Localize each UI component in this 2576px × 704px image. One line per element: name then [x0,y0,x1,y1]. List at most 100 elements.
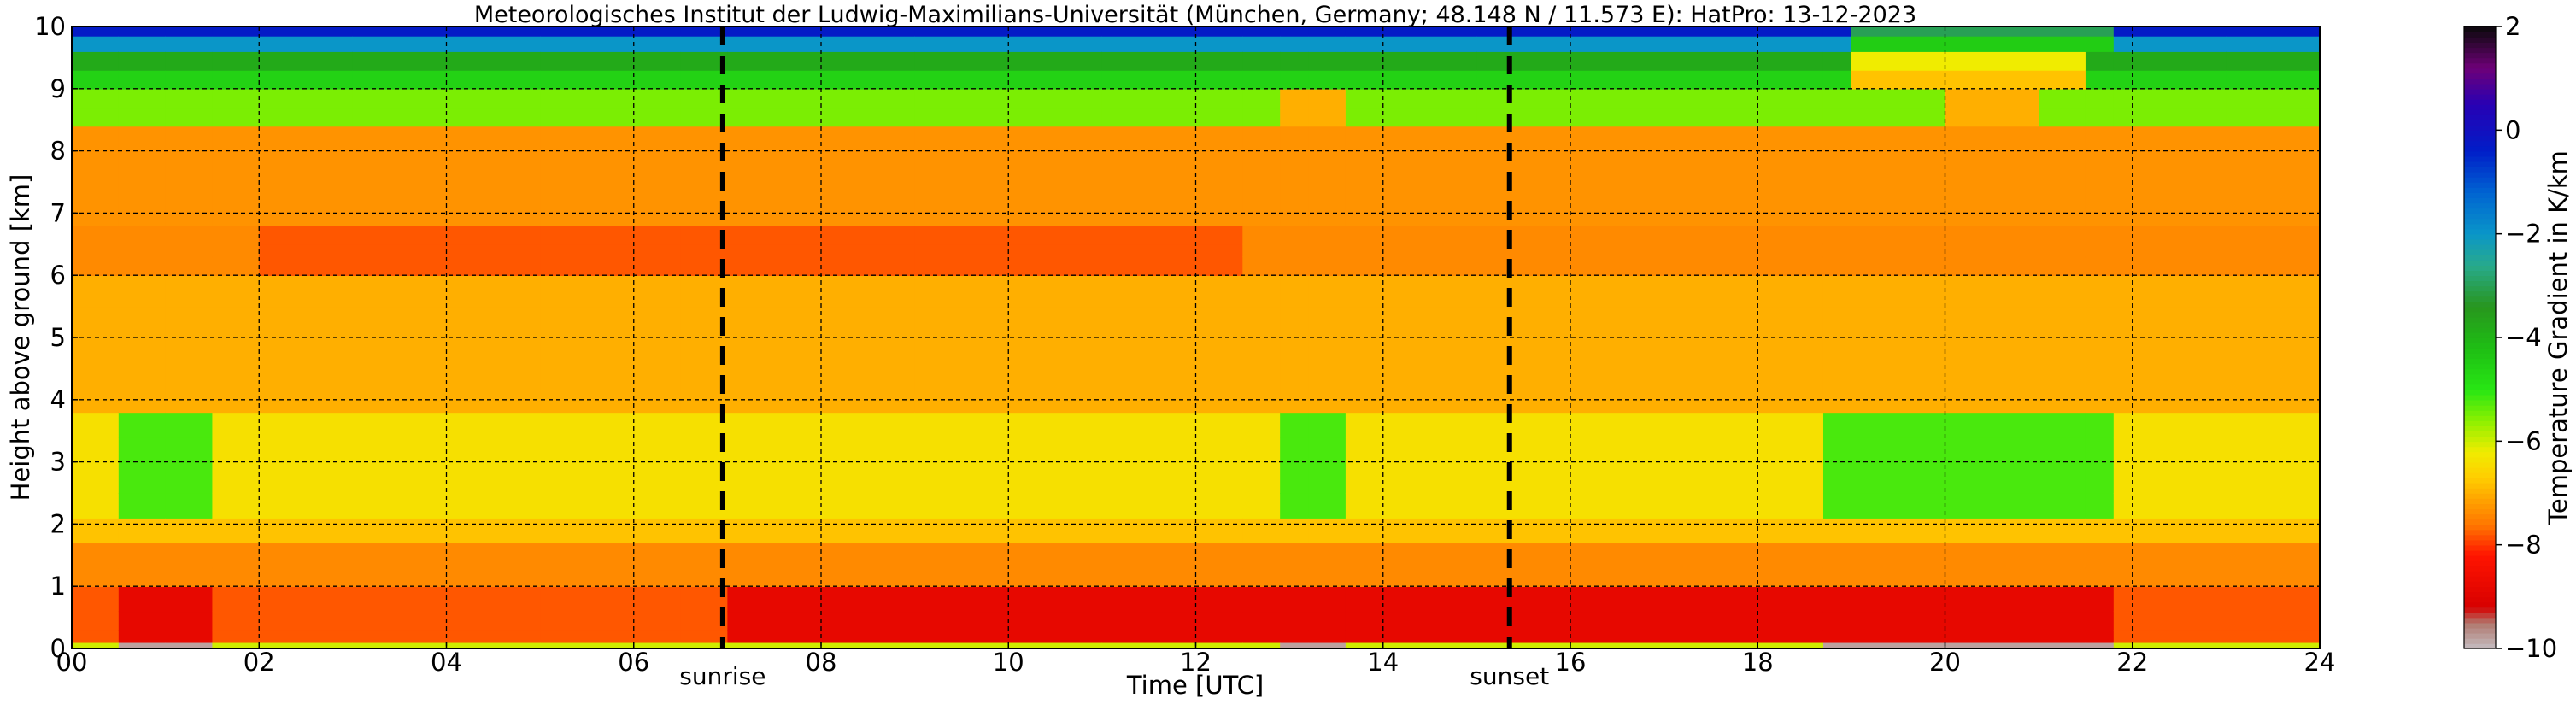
heatmap-cell [727,611,822,631]
heatmap-cell [1101,256,1197,276]
heatmap-cell [1308,518,1347,544]
heatmap-cell [633,543,682,569]
heatmap-cell [1382,275,1478,308]
heatmap-cell [1101,543,1197,569]
heatmap-cell [1945,306,1993,370]
heatmap-cell [2085,126,2115,152]
heatmap-cell [1476,518,1571,544]
heatmap-cell [914,630,1010,643]
heatmap-cell [1308,126,1347,152]
heatmap-cell [680,69,729,90]
heatmap-cell [1280,107,1309,127]
heatmap-cell [1898,518,1946,544]
heatmap-cell [165,51,214,71]
heatmap-cell [1570,493,1665,519]
heatmap-cell [212,611,261,631]
heatmap-cell [1851,69,1899,90]
heatmap-cell [2085,567,2115,587]
heatmap-cell [1992,126,2039,152]
heatmap-cell [1345,69,1384,90]
heatmap-cell [2226,243,2320,258]
heatmap-cell [1101,642,1197,648]
heatmap-cell [633,518,682,544]
heatmap-cell [2113,35,2133,52]
colorbar-swatch [2464,192,2496,198]
heatmap-cell [2085,630,2115,643]
colorbar-swatch [2464,529,2496,536]
colorbar-swatch [2464,120,2496,126]
colorbar-swatch [2464,524,2496,531]
heatmap-cell [1008,225,1103,245]
heatmap-cell [1382,368,1478,414]
heatmap-cell [540,518,635,544]
colorbar-swatch [2464,337,2496,343]
heatmap-cell [72,630,120,643]
heatmap-cell [446,306,541,370]
heatmap-cell [212,256,261,276]
heatmap-cell [1757,461,1824,494]
colorbar-swatch [2464,576,2496,582]
colorbar-swatch [2464,150,2496,157]
colorbar-swatch [2464,353,2496,360]
heatmap-cell [914,88,1010,109]
heatmap-cell [1242,35,1281,52]
heatmap-cell [1664,51,1759,71]
heatmap-cell [1101,150,1197,183]
heatmap-cell [212,126,261,152]
heatmap-cell [165,182,214,226]
colorbar-swatch [2464,135,2496,142]
heatmap-cell [1945,126,1993,152]
heatmap-cell [1242,225,1281,245]
y-tick-label: 1 [50,572,66,601]
heatmap-cell [1008,69,1103,90]
heatmap-cell [821,368,916,414]
heatmap-cell [540,150,635,183]
heatmap-cell [212,51,261,71]
heatmap-cell [2113,150,2133,183]
heatmap-cell [1898,586,1946,613]
heatmap-cell [1851,437,1899,463]
heatmap-cell [633,586,682,613]
heatmap-cell [118,225,167,245]
colorbar-swatch [2464,622,2496,629]
heatmap-cell [727,412,822,438]
heatmap-cell [1570,642,1665,648]
heatmap-cell [212,518,261,544]
heatmap-cell [259,51,354,71]
heatmap-cell [2132,642,2227,648]
heatmap-cell [1822,611,1852,631]
heatmap-cell [72,461,120,494]
heatmap-cell [680,642,729,648]
heatmap-cell [1992,51,2039,71]
heatmap-cell [352,26,448,37]
heatmap-cell [352,493,448,519]
heatmap-cell [2039,225,2086,245]
heatmap-cell [1345,88,1384,109]
heatmap-cell [1242,107,1281,127]
heatmap-cell [1822,243,1852,258]
heatmap-cell [2132,412,2227,438]
heatmap-cell [212,437,261,463]
colorbar-swatch [2464,461,2496,468]
heatmap-cell [259,437,354,463]
heatmap-cell [352,35,448,52]
heatmap-cell [914,586,1010,613]
heatmap-cell [118,437,167,463]
heatmap-cell [2226,51,2320,71]
heatmap-cell [1664,543,1759,569]
heatmap-cell [2113,586,2133,613]
heatmap-cell [821,412,916,438]
colorbar-swatch [2464,88,2496,95]
heatmap-cell [821,69,916,90]
heatmap-cell [914,642,1010,648]
heatmap-cell [165,243,214,258]
heatmap-cell [1280,275,1309,308]
heatmap-cell [1570,88,1665,109]
heatmap-cell [72,611,120,631]
heatmap-cell [118,51,167,71]
heatmap-cell [2113,225,2133,245]
heatmap-cell [1822,35,1852,52]
heatmap-cell [1476,306,1571,370]
heatmap-cell [118,493,167,519]
heatmap-cell [118,461,167,494]
